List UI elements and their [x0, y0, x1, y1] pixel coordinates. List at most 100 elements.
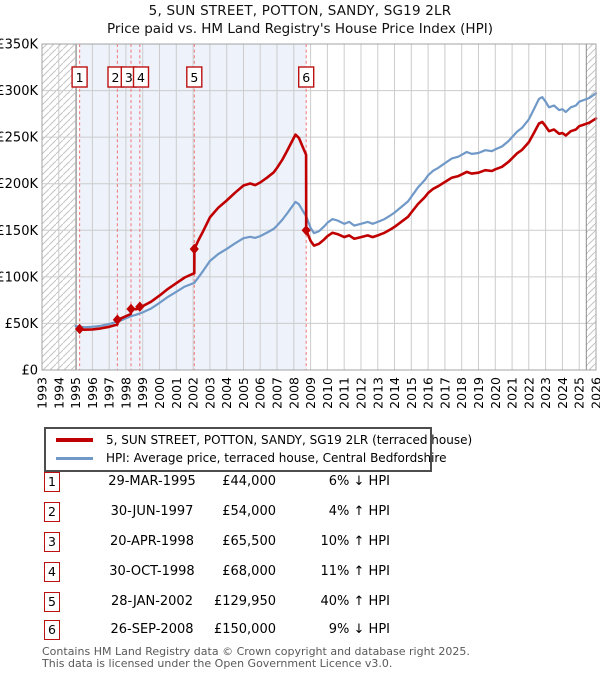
y-axis-labels: £0 £50K £100K £150K £200K £250K £300K £350K	[0, 38, 38, 379]
svg-text:2016: 2016	[421, 377, 436, 409]
footer-line-2: This data is licensed under the Open Gov…	[42, 656, 393, 670]
svg-text:£200K: £200K	[0, 177, 38, 192]
license-footer: Contains HM Land Registry data © Crown c…	[42, 646, 598, 669]
sale-number-box: 6	[298, 66, 315, 88]
svg-text:£100K: £100K	[0, 270, 38, 285]
svg-text:1993: 1993	[35, 377, 50, 409]
svg-text:2008: 2008	[286, 377, 301, 409]
svg-text:5: 5	[190, 70, 198, 85]
sale-row: 2 30-JUN-1997 £54,000 4% ↑ HPI	[0, 502, 600, 523]
svg-text:2013: 2013	[370, 377, 385, 409]
svg-text:1999: 1999	[135, 377, 150, 409]
svg-text:2022: 2022	[521, 377, 536, 409]
sale-marker	[301, 225, 311, 236]
price-paid-line-swatch	[56, 438, 93, 442]
svg-text:£250K: £250K	[0, 131, 38, 146]
svg-text:2023: 2023	[538, 377, 553, 409]
sale-row: 4 30-OCT-1998 £68,000 11% ↑ HPI	[0, 562, 600, 583]
legend-item-hpi: HPI: Average price, terraced house, Cent…	[52, 449, 446, 467]
sale-marker	[75, 323, 85, 335]
svg-text:2: 2	[112, 70, 120, 85]
sale-number-box: 4	[132, 66, 150, 88]
sale-row: 6 26-SEP-2008 £150,000 9% ↓ HPI	[0, 620, 600, 641]
sale-date: 30-OCT-1998	[109, 564, 195, 579]
no-data-hatch	[586, 44, 596, 370]
sale-number-badge: 3	[44, 532, 60, 552]
svg-text:2012: 2012	[354, 377, 369, 409]
svg-text:2004: 2004	[219, 377, 234, 409]
svg-text:1995: 1995	[68, 377, 83, 409]
svg-text:£0: £0	[21, 364, 38, 379]
sale-row: 3 20-APR-1998 £65,500 10% ↑ HPI	[0, 532, 600, 553]
svg-text:3: 3	[125, 70, 133, 85]
svg-text:2003: 2003	[202, 377, 217, 409]
svg-text:1994: 1994	[51, 377, 66, 409]
svg-text:2026: 2026	[589, 377, 600, 409]
svg-text:2015: 2015	[404, 377, 419, 409]
sale-number-badge: 2	[44, 502, 60, 522]
legend-label: 5, SUN STREET, POTTON, SANDY, SG19 2LR (…	[106, 433, 473, 447]
sale-price: £150,000	[213, 622, 276, 637]
svg-text:2009: 2009	[303, 377, 318, 409]
footer-line-1: Contains HM Land Registry data © Crown c…	[42, 645, 470, 658]
svg-text:1997: 1997	[102, 377, 117, 409]
sale-price: £54,000	[222, 504, 276, 519]
sale-date: 20-APR-1998	[110, 534, 194, 549]
svg-text:2002: 2002	[186, 377, 201, 409]
svg-text:2014: 2014	[387, 377, 402, 409]
svg-text:2007: 2007	[270, 377, 285, 409]
svg-text:£300K: £300K	[0, 84, 38, 99]
svg-text:1: 1	[76, 70, 84, 85]
sale-price: £129,950	[213, 594, 276, 609]
sale-number-badge: 6	[44, 620, 60, 640]
sale-number-box: 1	[71, 66, 88, 88]
page-subtitle: Price paid vs. HM Land Registry's House …	[107, 21, 493, 37]
sale-number-badge: 1	[44, 472, 60, 492]
svg-text:4: 4	[137, 70, 145, 85]
price-paid-line	[78, 117, 598, 332]
svg-text:£50K: £50K	[5, 317, 39, 332]
plot-border	[41, 43, 597, 371]
svg-text:2024: 2024	[555, 377, 570, 409]
sale-date: 28-JAN-2002	[111, 594, 193, 609]
sale-vs-hpi: 4% ↑ HPI	[328, 504, 390, 519]
sale-vs-hpi: 6% ↓ HPI	[328, 474, 390, 489]
svg-text:£350K: £350K	[0, 38, 38, 53]
svg-text:2019: 2019	[471, 377, 486, 409]
sale-vs-hpi: 10% ↑ HPI	[320, 534, 390, 549]
chart-legend: 5, SUN STREET, POTTON, SANDY, SG19 2LR (…	[44, 427, 472, 472]
svg-text:2001: 2001	[169, 377, 184, 409]
svg-text:2011: 2011	[337, 377, 352, 409]
sale-price: £68,000	[222, 564, 276, 579]
sale-date: 30-JUN-1997	[110, 504, 194, 519]
hpi-line-swatch	[56, 456, 93, 460]
sale-date: 26-SEP-2008	[110, 622, 194, 637]
sale-price: £65,500	[222, 534, 276, 549]
svg-text:2025: 2025	[572, 377, 587, 409]
sale-marker	[126, 303, 136, 315]
sale-marker	[189, 243, 199, 255]
sale-row: 5 28-JAN-2002 £129,950 40% ↑ HPI	[0, 592, 600, 613]
svg-text:2021: 2021	[505, 377, 520, 409]
svg-text:2006: 2006	[253, 377, 268, 409]
hpi-line	[74, 92, 598, 329]
sale-number-box: 5	[186, 66, 203, 88]
sale-price: £44,000	[222, 474, 276, 489]
svg-text:2018: 2018	[454, 377, 469, 409]
svg-text:£150K: £150K	[0, 224, 38, 239]
legend-item-price-paid: 5, SUN STREET, POTTON, SANDY, SG19 2LR (…	[52, 431, 472, 449]
page-title: 5, SUN STREET, POTTON, SANDY, SG19 2LR	[148, 3, 452, 19]
svg-text:6: 6	[302, 70, 310, 85]
svg-text:2005: 2005	[236, 377, 251, 409]
sale-vs-hpi: 40% ↑ HPI	[320, 594, 390, 609]
legend-label: HPI: Average price, terraced house, Cent…	[106, 451, 447, 465]
price-history-chart: 1 2 3 4 5 6 £0 £50K £100K £150K £200K £250K £300K £35…	[0, 38, 600, 409]
svg-text:2020: 2020	[488, 377, 503, 409]
sale-number-badge: 5	[44, 592, 60, 612]
x-axis-labels: 1993 1994 1995 1996 1997 1998 1999 2000 2001 2002…	[35, 377, 600, 409]
sale-date: 29-MAR-1995	[108, 474, 196, 489]
sale-vs-hpi: 11% ↑ HPI	[320, 564, 390, 579]
sale-marker	[135, 301, 145, 312]
sale-number-badge: 4	[44, 562, 60, 582]
